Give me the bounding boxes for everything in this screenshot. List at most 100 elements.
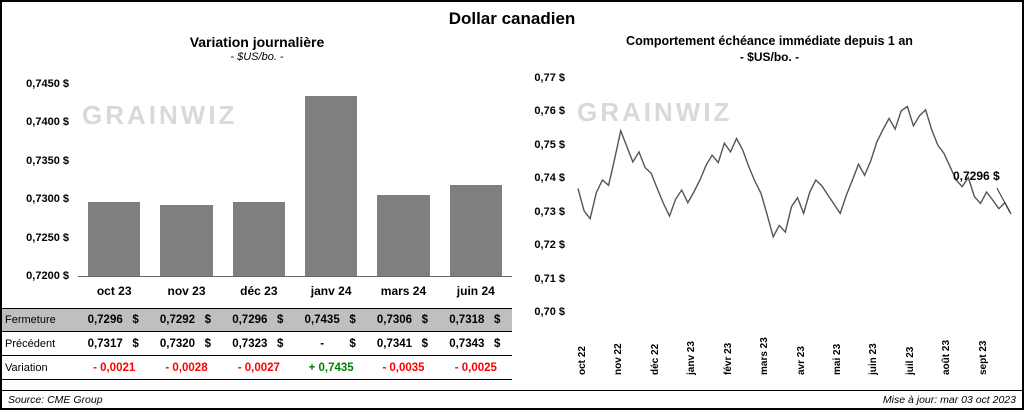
row-label: Fermeture: [5, 314, 56, 326]
table-cell: 0,7306 $: [367, 314, 439, 326]
bar-nov-23: [160, 205, 213, 276]
line-x-tick-label: févr 23: [722, 342, 734, 375]
bar-janv-24: [305, 95, 358, 276]
one-year-trend-panel: Comportement échéance immédiate depuis 1…: [517, 29, 1022, 380]
cell-currency: $: [349, 337, 356, 350]
bar-chart: 0,7450 $ 0,7400 $ 0,7350 $ 0,7300 $ 0,7250 $…: [2, 72, 512, 282]
line-x-tick-label: juin 23: [868, 343, 880, 375]
cell-value: + 0,7435: [308, 361, 354, 374]
cell-value: - 0,0028: [165, 361, 208, 374]
table-row: Fermeture 0,7296 $0,7292 $0,7296 $0,7435 $0,7…: [2, 308, 512, 332]
line-x-tick-label: juil 23: [904, 346, 916, 375]
charts-container: Variation journalière - $US/bo. - 0,7450…: [2, 29, 1022, 380]
bar-y-tick-label: 0,7400 $: [26, 116, 69, 129]
table-cell: - 0,0035: [367, 362, 439, 374]
table-cell: 0,7317 $: [78, 338, 150, 350]
cell-value: - 0,0025: [454, 361, 497, 374]
line-y-tick-label: 0,76 $: [534, 105, 565, 118]
line-x-tick-label: déc 22: [649, 343, 661, 375]
line-chart-subtitle: - $US/bo. -: [739, 50, 800, 64]
bar-y-tick-label: 0,7450 $: [26, 78, 69, 91]
category-label: janv 24: [310, 283, 352, 298]
grainwiz-watermark: GRAINWIZ: [82, 100, 238, 130]
cell-value: 0,7292: [159, 314, 196, 326]
cell-value: - 0,0021: [93, 361, 136, 374]
line-chart-x-axis: oct 22 nov 22 déc 22 janv 23 févr 23 mars 23 a…: [575, 323, 1022, 377]
bar-chart-subtitle: - $US/bo. -: [230, 51, 284, 63]
table-cell: 0,7435 $: [295, 314, 367, 326]
table-row: Précédent 0,7317 $0,7320 $0,7323 $ - $0,7341 $0…: [2, 332, 512, 356]
table-cell: 0,7296 $: [223, 314, 295, 326]
cell-currency: $: [132, 337, 139, 350]
table-cell: + 0,7435: [295, 362, 367, 374]
line-y-tick-label: 0,77 $: [534, 72, 565, 84]
bar-y-tick-label: 0,7200 $: [26, 270, 69, 282]
cell-value: 0,7318: [449, 314, 485, 326]
bar-slot: [295, 95, 367, 276]
price-polyline: [577, 105, 1012, 239]
bar-chart-title: Variation journalière: [189, 34, 325, 50]
cell-value: 0,7320: [159, 337, 196, 350]
cell-currency: $: [493, 337, 501, 350]
table-cell: 0,7323 $: [223, 338, 295, 350]
line-x-tick-label: mars 23: [759, 337, 771, 375]
footer-bar: Source: CME Group Mise à jour: mar 03 oc…: [2, 390, 1022, 408]
table-cell: - 0,0021: [78, 362, 150, 374]
category-label: oct 23: [96, 283, 132, 298]
category-label: mars 24: [380, 283, 427, 298]
bar-chart-plot: GRAINWIZ: [78, 72, 512, 277]
page-title: Dollar canadien: [448, 9, 576, 28]
line-y-tick-label: 0,71 $: [534, 272, 565, 285]
line-chart-title: Comportement échéance immédiate depuis 1…: [626, 34, 913, 48]
table-cell: 0,7320 $: [150, 338, 222, 350]
cell-value: 0,7306: [376, 314, 413, 326]
bar-y-tick-label: 0,7350 $: [26, 154, 69, 167]
table-cell: - 0,0027: [223, 362, 295, 374]
bar-juin-24: [449, 185, 502, 276]
bar-slot: [78, 202, 150, 276]
annotation-leader-line: [996, 187, 1011, 213]
update-note: Mise à jour: mar 03 oct 2023: [882, 393, 1016, 406]
cell-currency: $: [276, 314, 284, 326]
bar-slot: [367, 194, 439, 276]
bar-déc-23: [232, 202, 285, 276]
cell-value: 0,7296: [87, 314, 123, 326]
category-label: nov 23: [167, 283, 206, 298]
cell-value: -: [320, 337, 325, 350]
daily-variation-panel: Variation journalière - $US/bo. - 0,7450…: [2, 29, 517, 380]
line-x-tick-label: oct 22: [577, 346, 588, 375]
line-chart: 0,77 $ 0,76 $ 0,75 $ 0,74 $ 0,73 $ 0,72 $ 0,71…: [517, 72, 1022, 321]
line-x-tick-label: sept 23: [977, 340, 989, 375]
table-row: Variation - 0,0021 - 0,0028 - 0,0027 + 0,743…: [2, 356, 512, 380]
line-y-tick-label: 0,70 $: [534, 306, 565, 318]
bar-y-tick-label: 0,7300 $: [26, 193, 69, 206]
table-cell: 0,7341 $: [367, 338, 439, 350]
line-chart-plot: GRAINWIZ 0,7296 $: [575, 73, 1014, 321]
line-chart-y-axis: 0,77 $ 0,76 $ 0,75 $ 0,74 $ 0,73 $ 0,72 $ 0,71…: [517, 72, 573, 321]
cell-value: 0,7317: [87, 337, 123, 350]
table-cell: 0,7296 $: [78, 314, 150, 326]
cell-currency: $: [421, 337, 429, 350]
cell-currency: $: [204, 337, 212, 350]
bar-slot: [440, 185, 512, 276]
cell-value: 0,7323: [232, 337, 268, 350]
cell-value: - 0,0027: [237, 361, 280, 374]
cell-currency: $: [493, 314, 501, 326]
bar-chart-x-axis: oct 23 nov 23 déc 23 janv 24 mars 24 juin 24: [2, 280, 512, 301]
cell-currency: $: [204, 314, 212, 326]
last-price-label: 0,7296 $: [953, 169, 1000, 184]
cell-currency: $: [349, 314, 356, 326]
table-cell: 0,7292 $: [150, 314, 222, 326]
line-x-tick-label: janv 23: [686, 341, 698, 375]
line-x-tick-label: avr 23: [795, 346, 807, 375]
bar-slot: [150, 205, 222, 276]
table-cell: - $: [295, 338, 367, 350]
cell-value: 0,7341: [376, 337, 413, 350]
line-y-tick-label: 0,72 $: [534, 239, 565, 252]
table-cell: 0,7343 $: [440, 338, 512, 350]
bar-chart-y-axis: 0,7450 $ 0,7400 $ 0,7350 $ 0,7300 $ 0,7250 $…: [2, 72, 76, 282]
bar-slot: [223, 202, 295, 276]
category-label: juin 24: [456, 283, 495, 298]
table-cell: - 0,0025: [440, 362, 512, 374]
